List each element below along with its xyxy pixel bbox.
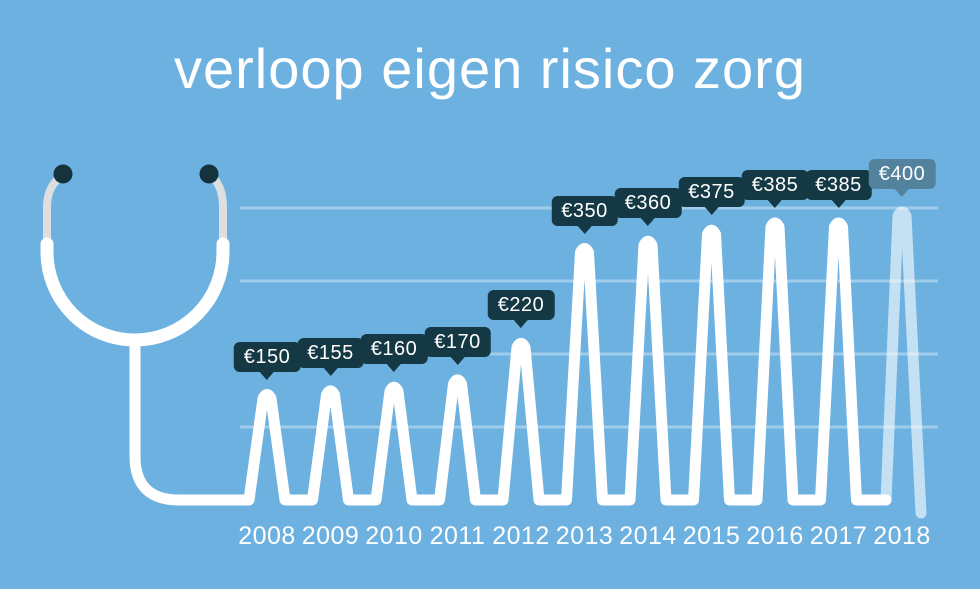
- year-label-2014: 2014: [619, 522, 677, 550]
- stethoscope-earpiece-left: [53, 164, 73, 184]
- year-label-2017: 2017: [809, 522, 868, 550]
- stethoscope-illustration: [40, 164, 230, 347]
- value-tag: €385: [805, 169, 872, 208]
- stethoscope-earpiece-right: [199, 164, 219, 184]
- year-label-2008: 2008: [238, 522, 296, 550]
- chart-title: verloop eigen risico zorg: [174, 37, 806, 100]
- value-tag: €350: [551, 195, 618, 234]
- value-tag: €375: [678, 177, 745, 216]
- year-label-2015: 2015: [682, 522, 741, 550]
- year-label-2009: 2009: [301, 522, 360, 550]
- ecg-line-projected: [880, 206, 927, 519]
- year-label-2010: 2010: [365, 522, 423, 550]
- year-label-2018: 2018: [873, 522, 931, 550]
- value-tag: €360: [614, 188, 682, 227]
- value-tag-projected: €400: [868, 159, 936, 197]
- value-tag: €220: [487, 290, 555, 329]
- stethoscope-headset-tube: [40, 237, 230, 347]
- value-tag: €170: [424, 326, 491, 365]
- value-tag: €160: [360, 334, 428, 373]
- year-label-2012: 2012: [492, 522, 550, 550]
- year-label-2011: 2011: [429, 522, 486, 550]
- value-tag: €385: [741, 169, 809, 208]
- stethoscope-ear-tube-right: [212, 177, 227, 251]
- stethoscope-ear-tube-left: [43, 177, 60, 251]
- value-tag: €155: [297, 337, 364, 376]
- ecg-line: [129, 217, 892, 506]
- value-tag: €150: [233, 341, 301, 380]
- year-label-2013: 2013: [555, 522, 614, 550]
- year-label-2016: 2016: [746, 522, 804, 550]
